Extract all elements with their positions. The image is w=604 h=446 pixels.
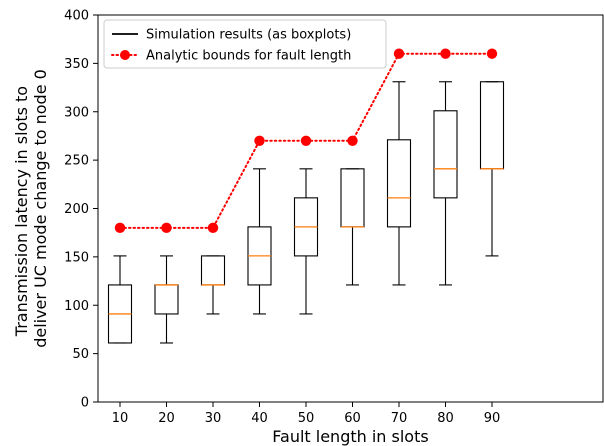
y-tick-label: 50 (72, 347, 89, 362)
y-tick-label: 0 (81, 396, 89, 411)
plot-frame (97, 14, 604, 403)
analytic-bound-point (347, 135, 358, 146)
x-tick-label: 50 (298, 411, 315, 426)
boxplot (433, 81, 458, 286)
y-axis-title-line-2: deliver UC mode change to node 0 (31, 69, 50, 348)
boxplot (293, 168, 319, 315)
x-tick-label: 90 (484, 411, 501, 426)
analytic-bound-point (393, 48, 405, 59)
boxplot-box (479, 81, 505, 170)
x-tick-label: 60 (344, 411, 361, 426)
y-tick-label: 350 (64, 57, 89, 72)
analytic-bound-point (254, 135, 265, 146)
y-ticks: 0 50 100 150 200 250 300 350 400 (64, 9, 98, 411)
x-tick-label: 30 (205, 411, 222, 426)
x-ticks: 10 20 30 40 50 60 70 80 90 (112, 402, 501, 426)
boxplot (386, 81, 412, 286)
legend-label-boxplot: Simulation results (as boxplots) (146, 28, 351, 43)
analytic-bounds-layer (114, 48, 498, 234)
boxplot (154, 255, 179, 344)
x-axis-title: Fault length in slots (272, 427, 428, 446)
legend: Simulation results (as boxplots) Analyti… (103, 19, 387, 69)
y-tick-label: 250 (64, 154, 89, 169)
boxplot (479, 81, 505, 257)
x-tick-label: 80 (437, 411, 454, 426)
y-tick-label: 200 (64, 202, 89, 217)
y-tick-label: 300 (64, 105, 89, 120)
legend-swatch-analytic-marker (120, 50, 130, 60)
analytic-bound-point (440, 48, 451, 59)
y-tick-label: 100 (64, 299, 89, 314)
boxplots-layer (107, 81, 505, 344)
legend-label-analytic: Analytic bounds for fault length (146, 49, 351, 64)
x-tick-label: 70 (391, 411, 408, 426)
x-tick-label: 20 (158, 411, 175, 426)
y-tick-label: 400 (64, 9, 89, 24)
boxplot-box (340, 168, 365, 228)
boxplot (247, 168, 272, 315)
analytic-bound-point (114, 222, 126, 234)
boxplot (340, 168, 365, 286)
x-tick-label: 40 (251, 411, 268, 426)
axes-layer (97, 14, 604, 403)
x-tick-label: 10 (112, 411, 129, 426)
legend-frame (103, 19, 387, 69)
boxplot-box (154, 284, 179, 315)
analytic-bound-point (300, 135, 312, 146)
boxplot-box (386, 139, 412, 228)
analytic-bound-point (207, 222, 219, 234)
analytic-bound-point (486, 48, 498, 59)
y-axis-title: Transmission latency in slots to deliver… (12, 69, 50, 348)
boxplot (107, 255, 133, 344)
y-axis-title-line-1: Transmission latency in slots to (12, 86, 31, 337)
boxplot-box (200, 255, 226, 286)
boxplot (200, 255, 226, 315)
boxplot-box (433, 110, 458, 199)
y-tick-label: 150 (64, 250, 89, 265)
analytic-bound-point (161, 222, 172, 234)
